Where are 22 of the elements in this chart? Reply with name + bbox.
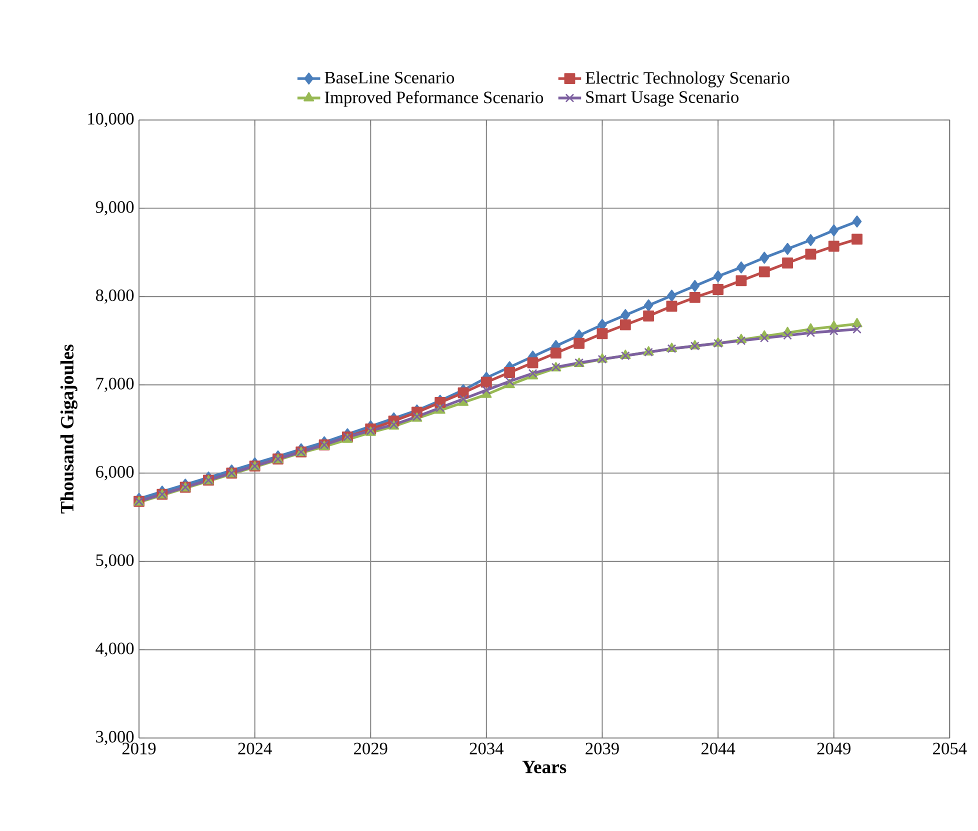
y-tick-label: 9,000 <box>96 201 134 216</box>
x-axis-title: Years <box>522 760 566 774</box>
legend-label: BaseLine Scenario <box>324 72 454 84</box>
x-tick-label: 2039 <box>586 742 619 754</box>
legend-label: Electric Technology Scenario <box>586 72 790 88</box>
x-tick-label: 2034 <box>470 742 504 754</box>
y-tick-label: 3,000 <box>96 730 134 746</box>
legend-label: Improved Peformance Scenario <box>324 90 544 107</box>
legend-label: Smart Usage Scenario <box>586 91 738 106</box>
x-tick-label: 2029 <box>354 742 388 754</box>
y-tick-label: 5,000 <box>96 554 134 569</box>
x-tick-label: 2019 <box>122 742 156 754</box>
y-tick-label: 10,000 <box>88 112 134 128</box>
x-tick-label: 2044 <box>701 742 736 754</box>
y-tick-label: 6,000 <box>96 466 134 480</box>
x-tick-label: 2049 <box>817 742 850 754</box>
y-tick-label: 7,000 <box>96 378 134 392</box>
y-tick-label: 8,000 <box>96 289 134 304</box>
x-tick-label: 2024 <box>238 742 272 754</box>
y-axis-title: Thousand Gigajoules <box>60 344 78 514</box>
y-tick-label: 4,000 <box>96 642 134 657</box>
x-tick-label: 2054 <box>933 742 967 754</box>
